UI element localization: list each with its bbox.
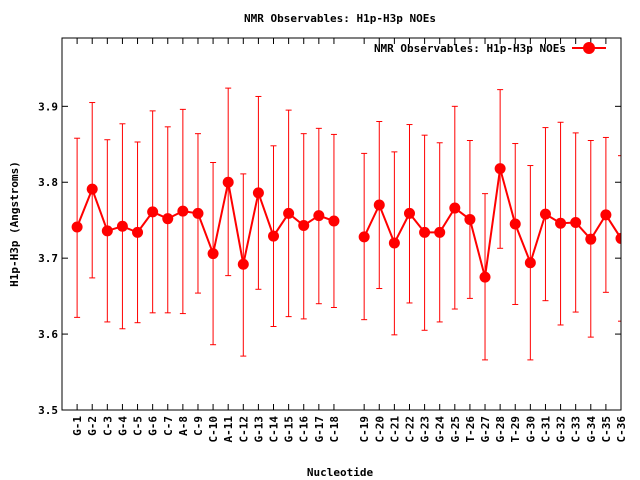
x-tick-label: T-29 <box>509 416 522 443</box>
x-tick-label: C-22 <box>403 416 416 443</box>
x-tick-label: C-33 <box>570 416 583 443</box>
data-point <box>101 225 113 237</box>
x-axis-label: Nucleotide <box>307 466 374 479</box>
y-tick-label: 3.9 <box>38 100 58 113</box>
x-tick-label: G-6 <box>147 416 160 436</box>
data-point <box>373 199 385 211</box>
data-point <box>207 248 219 260</box>
data-point <box>71 221 83 233</box>
y-tick-label: 3.8 <box>38 176 58 189</box>
data-point <box>388 237 400 249</box>
data-point <box>192 207 204 219</box>
x-tick-label: A-11 <box>222 416 235 443</box>
x-tick-label: G-32 <box>555 416 568 443</box>
data-point <box>479 271 491 283</box>
data-point <box>313 210 325 222</box>
x-tick-label: A-8 <box>177 416 190 436</box>
data-point <box>237 258 249 270</box>
x-tick-label: G-27 <box>479 416 492 443</box>
data-point <box>358 231 370 243</box>
data-point <box>419 226 431 238</box>
x-tick-label: T-26 <box>464 416 477 443</box>
legend-marker <box>583 42 595 54</box>
x-tick-label: C-10 <box>207 416 220 443</box>
x-tick-label: C-3 <box>101 416 114 436</box>
data-point <box>464 213 476 225</box>
x-tick-label: C-19 <box>358 416 371 443</box>
data-point <box>222 176 234 188</box>
x-axis: G-1 G-2 C-3 G-4 C-5 G-6 C-7 A-8 C-9 C-10 A-11 C-12 G… <box>71 38 628 443</box>
x-tick-label: C-5 <box>132 416 145 436</box>
x-tick-label: C-18 <box>328 416 341 443</box>
data-point <box>509 218 521 230</box>
x-tick-label: G-1 <box>71 416 84 436</box>
x-tick-label: C-35 <box>600 416 613 443</box>
x-tick-label: C-14 <box>268 416 281 443</box>
data-point <box>283 207 295 219</box>
x-tick-label: G-28 <box>494 416 507 443</box>
plot-area <box>71 87 621 361</box>
chart-title: NMR Observables: H1p-H3p NOEs <box>244 12 436 25</box>
data-point <box>328 215 340 227</box>
x-tick-label: G-24 <box>434 416 447 443</box>
x-tick-label: C-16 <box>298 416 311 443</box>
x-tick-label: C-21 <box>388 416 401 443</box>
data-point <box>252 187 264 199</box>
x-tick-label: C-31 <box>539 416 552 443</box>
series-line <box>363 168 621 278</box>
x-tick-label: C-12 <box>237 416 250 443</box>
data-point <box>298 220 310 232</box>
x-tick-label: C-9 <box>192 416 205 436</box>
y-axis: 3.5 3.6 3.7 3.8 3.9 <box>38 100 621 417</box>
data-point <box>177 205 189 217</box>
x-tick-label: G-15 <box>283 416 296 443</box>
data-point <box>403 207 415 219</box>
legend-label: NMR Observables: H1p-H3p NOEs <box>374 42 566 55</box>
data-point <box>268 230 280 242</box>
data-point <box>434 226 446 238</box>
data-point <box>555 217 567 229</box>
data-point <box>494 163 506 175</box>
plot-frame <box>61 37 622 411</box>
data-point <box>86 183 98 195</box>
y-tick-label: 3.7 <box>38 252 58 265</box>
x-tick-label: C-36 <box>615 416 628 443</box>
y-tick-label: 3.6 <box>38 328 58 341</box>
data-point <box>147 206 159 218</box>
legend: NMR Observables: H1p-H3p NOEs <box>374 42 606 55</box>
x-tick-label: G-34 <box>585 416 598 443</box>
x-tick-label: G-13 <box>252 416 265 443</box>
data-point <box>132 226 144 238</box>
x-tick-label: G-23 <box>419 416 432 443</box>
x-tick-label: G-25 <box>449 416 462 443</box>
x-tick-label: C-20 <box>373 416 386 443</box>
data-point <box>539 208 551 220</box>
data-point <box>570 216 582 228</box>
x-tick-label: G-17 <box>313 416 326 443</box>
x-tick-label: C-7 <box>162 416 175 436</box>
y-tick-label: 3.5 <box>38 404 58 417</box>
data-point <box>449 202 461 214</box>
data-point <box>600 209 612 221</box>
data-point <box>615 232 621 244</box>
data-point <box>162 213 174 225</box>
data-point <box>116 220 128 232</box>
x-tick-label: G-2 <box>86 416 99 436</box>
data-point <box>585 233 597 245</box>
y-axis-label: H1p-H3p (Angstroms) <box>8 161 21 287</box>
x-tick-label: G-4 <box>116 416 129 436</box>
x-tick-label: G-30 <box>524 416 537 443</box>
data-point <box>524 257 536 269</box>
series-line <box>76 181 335 265</box>
